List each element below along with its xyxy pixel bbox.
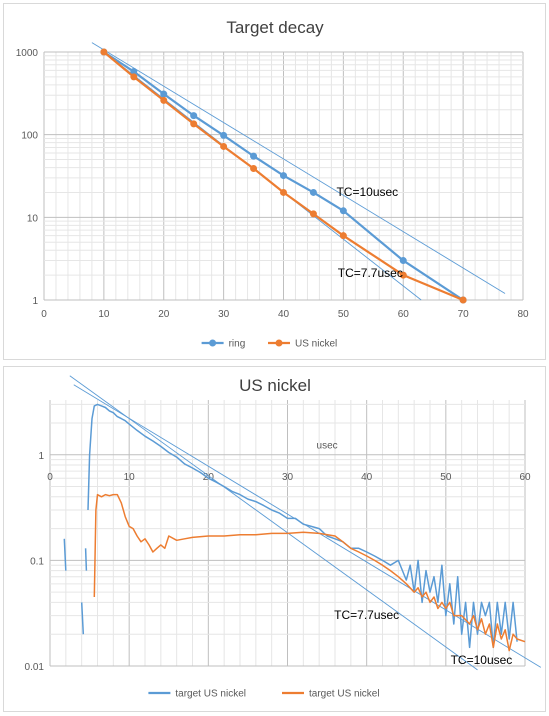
data-point-1 — [250, 164, 258, 172]
y-tick-label: 100 — [21, 131, 38, 142]
data-point-1 — [160, 96, 168, 104]
trendline — [69, 375, 478, 671]
x-tick-label: 40 — [361, 472, 373, 483]
data-point-0 — [339, 207, 347, 215]
data-point-1 — [130, 73, 138, 81]
y-tick-label: 10 — [27, 213, 39, 224]
y-tick-label: 0.01 — [25, 662, 45, 673]
data-point-0 — [399, 257, 407, 265]
legend-label-0: ring — [229, 339, 246, 350]
series-line-0 — [84, 548, 88, 571]
data-point-1 — [309, 210, 317, 218]
x-tick-label: 0 — [41, 309, 47, 320]
series-line-1 — [93, 493, 526, 652]
trendline — [73, 384, 542, 668]
x-tick-label: 50 — [440, 472, 452, 483]
legend-marker-0 — [209, 339, 217, 347]
data-point-0 — [160, 90, 168, 98]
x-tick-label: 40 — [278, 309, 290, 320]
target-decay-chart: Target decay 0 10 20 30 40 50 60 70 80 1 10 100 1000 T… — [16, 18, 529, 350]
data-point-1 — [280, 188, 287, 196]
x-tick-label: 50 — [338, 309, 350, 320]
x-tick-label: 0 — [47, 472, 53, 483]
data-point-0 — [309, 188, 317, 196]
trend-annotation: TC=7.7usec — [338, 266, 403, 280]
trend-annotation: TC=7.7usec — [334, 608, 399, 622]
data-point-0 — [220, 131, 228, 139]
x-tick-label: 60 — [398, 309, 410, 320]
trend-annotation: TC=10usec — [451, 653, 513, 667]
data-point-1 — [339, 232, 347, 240]
legend-label-0: target US nickel — [175, 689, 246, 700]
y-tick-label: 0.1 — [30, 556, 44, 567]
x-tick-label: 70 — [458, 309, 470, 320]
x-tick-label: 10 — [124, 472, 136, 483]
x-tick-label: 30 — [218, 309, 230, 320]
data-point-0 — [280, 172, 287, 180]
x-tick-label: 80 — [517, 309, 529, 320]
y-tick-label: 1 — [32, 296, 38, 307]
series-line-0 — [87, 403, 518, 649]
legend-label-1: target US nickel — [309, 689, 380, 700]
chart-panel-target-decay: Target decay 0 10 20 30 40 50 60 70 80 1 10 100 1000 T… — [3, 3, 546, 360]
trendline — [91, 42, 506, 294]
series-line-0 — [80, 602, 85, 635]
chart-panel-us-nickel: US nickel 0 10 20 30 40 50 60 0.01 0.1 1 usec TC=7.7… — [3, 366, 546, 712]
x-axis-label: usec — [317, 440, 338, 451]
chart-title: US nickel — [239, 376, 311, 395]
legend-marker-1 — [275, 339, 283, 347]
chart-title: Target decay — [226, 18, 324, 37]
x-tick-label: 20 — [158, 309, 170, 320]
x-tick-label: 60 — [519, 472, 531, 483]
y-tick-label: 1000 — [16, 48, 39, 59]
trend-annotation: TC=10usec — [336, 185, 398, 199]
data-point-1 — [459, 296, 467, 304]
legend-label-1: US nickel — [295, 339, 337, 350]
data-point-1 — [399, 271, 407, 279]
data-point-1 — [190, 120, 198, 128]
data-point-0 — [250, 152, 258, 160]
x-tick-label: 30 — [282, 472, 294, 483]
series-line-0 — [63, 538, 67, 571]
x-tick-label: 10 — [98, 309, 110, 320]
data-point-0 — [190, 112, 198, 120]
y-tick-label: 1 — [38, 451, 44, 462]
data-point-0 — [130, 68, 138, 76]
data-point-1 — [220, 142, 228, 150]
data-point-1 — [100, 48, 108, 56]
